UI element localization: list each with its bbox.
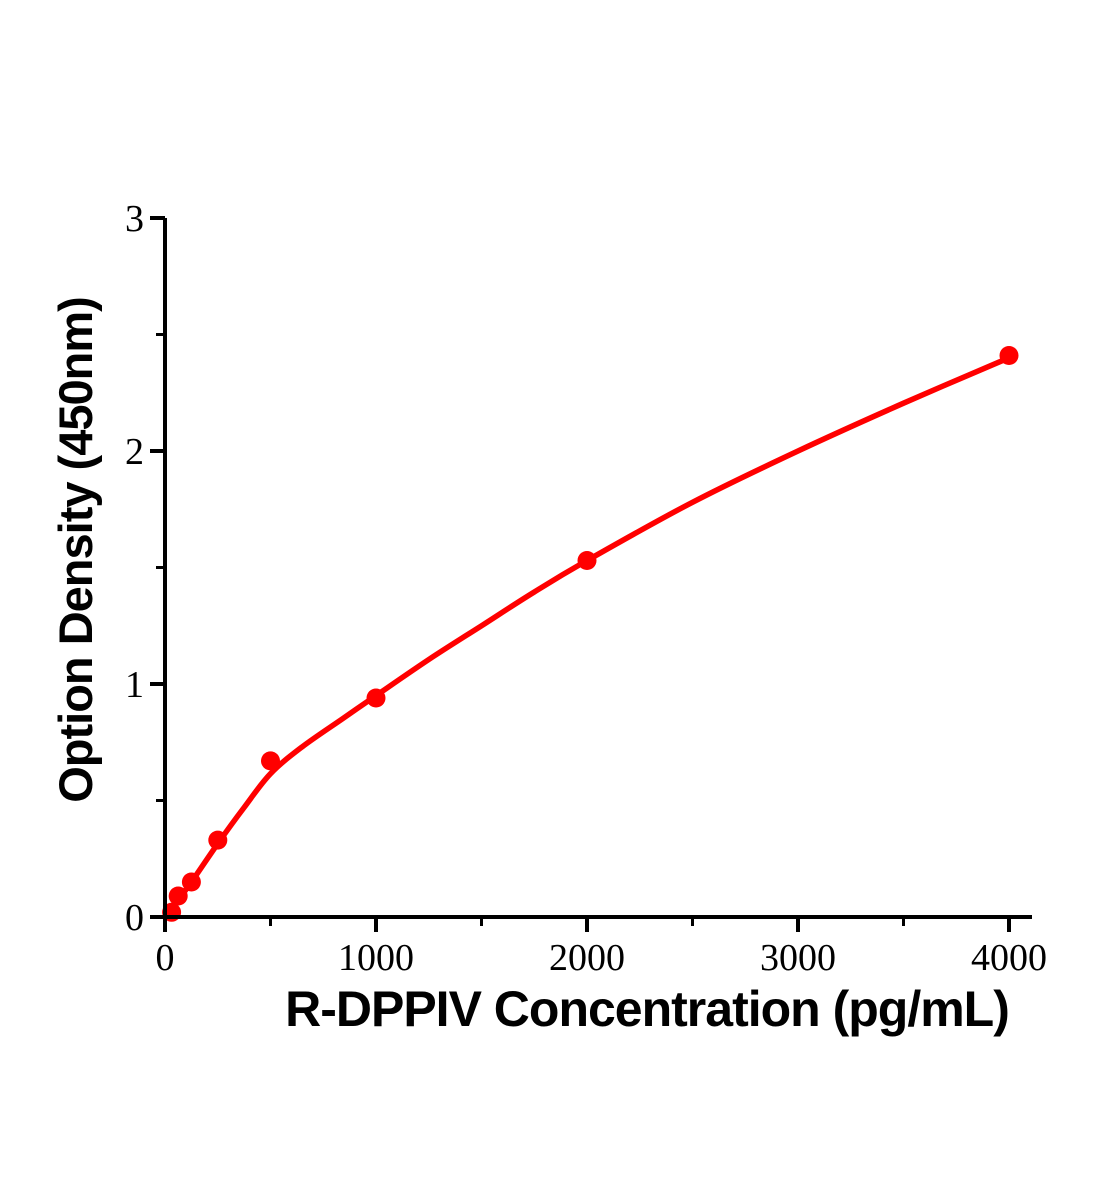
x-tick-label: 1000: [338, 937, 414, 979]
x-tick-label: 0: [156, 937, 175, 979]
y-axis-title: Option Density (450nm): [49, 297, 102, 803]
y-tick-label: 0: [125, 897, 144, 939]
data-point: [366, 688, 386, 708]
y-tick-label: 3: [125, 198, 144, 240]
data-point: [208, 830, 228, 850]
x-tick-label: 4000: [971, 937, 1047, 979]
data-point: [261, 751, 280, 771]
x-axis-title: R-DPPIV Concentration (pg/mL): [285, 981, 1009, 1037]
x-tick-label: 2000: [549, 937, 625, 979]
data-point: [999, 346, 1019, 365]
y-tick-label: 1: [125, 664, 144, 706]
data-point: [181, 872, 201, 892]
fit-curve-line: [162, 355, 1012, 920]
y-tick-label: 2: [125, 431, 144, 473]
data-point: [168, 886, 188, 906]
x-tick-label: 3000: [760, 937, 836, 979]
data-point: [577, 551, 597, 570]
